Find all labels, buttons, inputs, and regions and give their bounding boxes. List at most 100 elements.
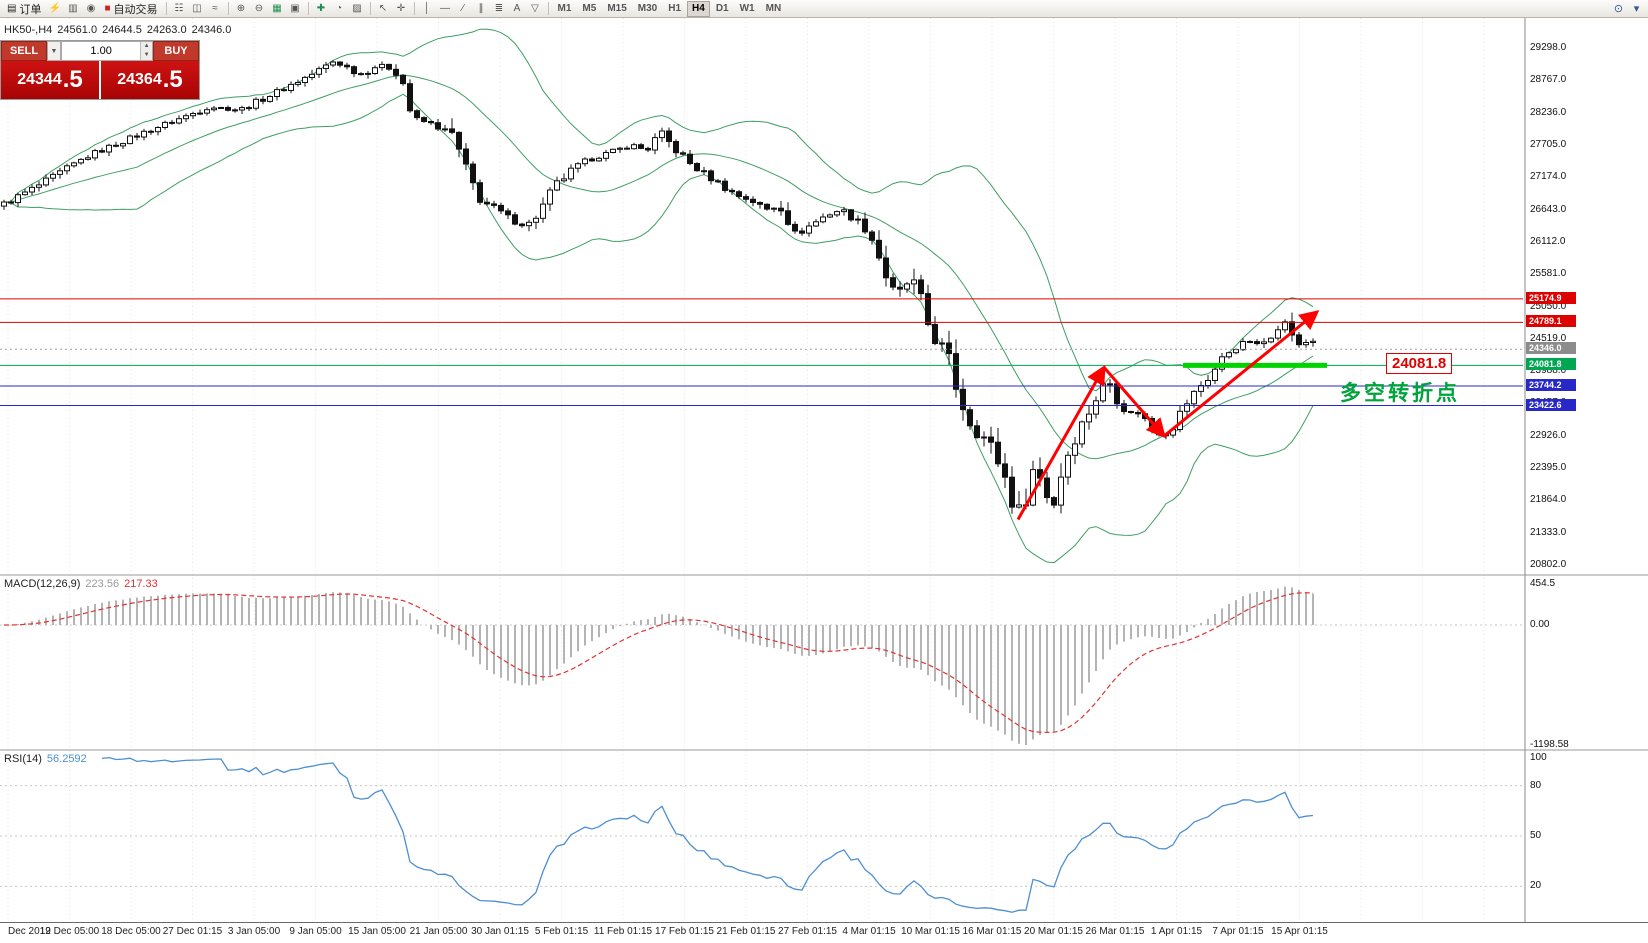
- y-axis-tick: 28767.0: [1530, 74, 1567, 86]
- candlestick-chart-icon: ◫: [192, 3, 202, 14]
- timeframe-m30[interactable]: M30: [637, 3, 658, 14]
- add-indicator-icon: ✚: [316, 3, 326, 14]
- periods-icon[interactable]: ◔: [331, 1, 348, 16]
- vertical-line-icon[interactable]: │: [419, 1, 436, 16]
- bar-chart-icon: ☷: [174, 3, 184, 14]
- zoom-out-icon: ⊖: [254, 3, 264, 14]
- ohlc-open: 24561.0: [57, 24, 98, 36]
- timeframe-m5[interactable]: M5: [582, 3, 597, 14]
- sell-button[interactable]: SELL: [1, 41, 47, 61]
- time-axis-label: 26 Mar 01:15: [1085, 926, 1145, 937]
- timeframe-w1[interactable]: W1: [739, 3, 755, 14]
- time-axis-label: 30 Jan 01:15: [471, 926, 529, 937]
- symbol-period: HK50-,H4: [4, 24, 53, 36]
- y-axis-tick: 22926.0: [1530, 429, 1567, 441]
- y-axis-tick: 28236.0: [1530, 106, 1567, 118]
- y-axis-tick: 25581.0: [1530, 268, 1567, 280]
- y-axis-tick: 29298.0: [1530, 42, 1567, 53]
- y-axis-tick: 23988.0: [1530, 365, 1567, 377]
- rsi-value: 56.2592: [46, 753, 87, 765]
- toolbar-separator: [369, 2, 371, 15]
- rsi-axis-label: 50: [1530, 830, 1542, 841]
- y-axis-tick: 21333.0: [1530, 526, 1567, 538]
- template-icon[interactable]: ▨: [349, 1, 366, 16]
- lot-decrease-button[interactable]: ▼: [141, 51, 152, 60]
- toolbar: ▤ 订单 ⚡ ▥ ◉ ■ 自动交易 ☷ ◫ ≈ ⊕ ⊖ ▦ ▣ ✚ ◔ ▨ ↖ ✛ │ — ∕ ∥ ≣ A ▽ M1 M5 M15 M30…: [0, 0, 1648, 18]
- equidistant-channel-icon[interactable]: ∥: [473, 1, 490, 16]
- tile-windows-icon[interactable]: ▦: [269, 1, 286, 16]
- rsi-axis-label: 80: [1530, 779, 1542, 791]
- new-order-button: ▤: [7, 3, 17, 14]
- zoom-in-icon: ⊕: [236, 3, 246, 14]
- zoom-out-icon[interactable]: ⊖: [251, 1, 268, 16]
- equidistant-channel-icon: ∥: [478, 3, 484, 14]
- timeframe-h1[interactable]: H1: [668, 3, 682, 14]
- price-axis[interactable]: 29298.0 28767.0 28236.0 27705.0 27174.0 26643…: [1525, 18, 1648, 943]
- alerts-icon: ⚡: [48, 3, 62, 14]
- buy-price-button[interactable]: 24364.5: [101, 61, 199, 99]
- time-axis-label: Dec 2019: [8, 926, 51, 937]
- navigator-icon[interactable]: ◉: [82, 1, 99, 16]
- time-axis-label: 15 Apr 01:15: [1271, 926, 1328, 937]
- toolbar-separator: [413, 2, 415, 15]
- trendline-icon[interactable]: ∕: [455, 1, 472, 16]
- horizontal-line-icon[interactable]: —: [437, 1, 454, 16]
- timeframe-m1[interactable]: M1: [557, 3, 572, 14]
- autotrade-button[interactable]: ■ 自动交易: [100, 1, 161, 16]
- bar-chart-icon[interactable]: ☷: [171, 1, 188, 16]
- time-axis-label: 18 Dec 05:00: [101, 926, 161, 937]
- new-order-button[interactable]: ▤ 订单: [3, 1, 45, 16]
- time-axis-label: 21 Jan 05:00: [409, 926, 468, 937]
- timeframe-mn[interactable]: MN: [765, 3, 782, 14]
- candlestick-chart-icon[interactable]: ◫: [189, 1, 206, 16]
- price-tag: 24789.1: [1526, 315, 1576, 328]
- ohlc-close: 24346.0: [191, 24, 232, 36]
- time-axis[interactable]: Dec 2019 12 Dec 05:00 18 Dec 05:00 27 Dec 0…: [0, 922, 1648, 943]
- text-icon[interactable]: A: [509, 1, 526, 16]
- cascade-windows-icon[interactable]: ▣: [287, 1, 304, 16]
- sell-price-button[interactable]: 24344.5: [1, 61, 99, 99]
- quick-menu-icon[interactable]: ▾: [1633, 3, 1640, 15]
- toolbar-separator: [165, 2, 167, 15]
- arrows-objects-icon[interactable]: ▽: [527, 1, 544, 16]
- line-chart-icon[interactable]: ≈: [207, 1, 224, 16]
- market-watch-icon[interactable]: ▥: [64, 1, 81, 16]
- price-tag: 24346.0: [1526, 342, 1576, 355]
- rsi-label: RSI(14) 56.2592: [4, 753, 87, 765]
- crosshair-icon[interactable]: ✛: [393, 1, 410, 16]
- line-chart-icon: ≈: [212, 3, 218, 14]
- add-indicator-icon[interactable]: ✚: [313, 1, 330, 16]
- time-axis-label: 21 Feb 01:15: [716, 926, 776, 937]
- macd-axis-label: 0.00: [1530, 619, 1550, 630]
- fibonacci-icon[interactable]: ≣: [491, 1, 508, 16]
- time-axis-label: 4 Mar 01:15: [842, 926, 896, 937]
- buy-price-frac: .5: [162, 66, 183, 93]
- zoom-in-icon[interactable]: ⊕: [233, 1, 250, 16]
- y-axis-tick: 22395.0: [1530, 462, 1567, 474]
- timeframe-m15[interactable]: M15: [607, 3, 627, 14]
- time-axis-label: 27 Feb 01:15: [778, 926, 837, 937]
- y-axis-tick: 26112.0: [1530, 235, 1566, 247]
- buy-button[interactable]: BUY: [153, 41, 199, 61]
- time-axis-label: 11 Feb 01:15: [593, 926, 653, 937]
- market-watch-icon: ▥: [68, 3, 78, 14]
- timeframe-d1[interactable]: D1: [715, 3, 729, 14]
- alerts-icon[interactable]: ⚡: [46, 1, 63, 16]
- cursor-icon[interactable]: ↖: [375, 1, 392, 16]
- timeframe-h4[interactable]: H4: [687, 0, 710, 17]
- price-tag: 24081.8: [1526, 358, 1576, 371]
- price-tag: 23422.6: [1526, 398, 1576, 411]
- trendline-icon: ∕: [462, 3, 464, 14]
- lot-dropdown-button[interactable]: ▼: [47, 41, 61, 61]
- price-tag: 25174.9: [1526, 291, 1576, 304]
- search-icon[interactable]: ⊙: [1613, 3, 1624, 15]
- lot-increase-button[interactable]: ▲: [141, 42, 152, 51]
- lot-size-input[interactable]: [62, 42, 141, 60]
- time-axis-label: 16 Mar 01:15: [962, 926, 1022, 937]
- macd-axis-label: 454.5: [1530, 578, 1556, 589]
- price-level-callout[interactable]: 24081.8: [1386, 353, 1453, 374]
- time-axis-label: 1 Apr 01:15: [1150, 926, 1203, 937]
- turning-point-annotation[interactable]: 多空转折点: [1340, 382, 1460, 405]
